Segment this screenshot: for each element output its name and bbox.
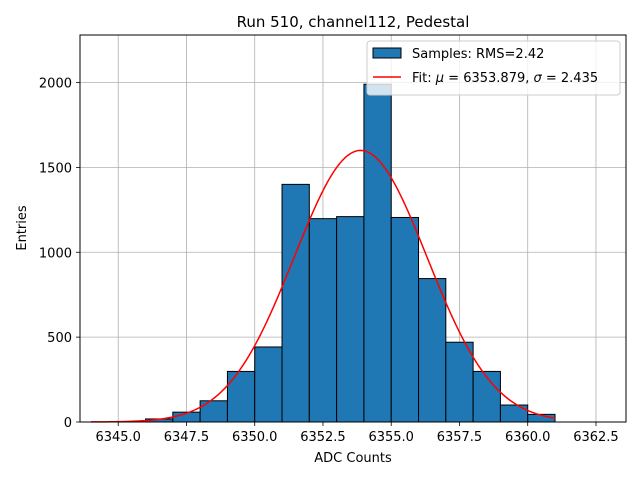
histogram-bar	[254, 346, 283, 423]
x-tick-label: 6357.5	[437, 430, 483, 445]
x-tick-label: 6355.0	[368, 430, 414, 445]
y-tick-label: 1500	[39, 161, 72, 176]
legend-fit-label: Fit: μ = 6353.879, σ = 2.435	[412, 71, 598, 86]
histogram-bar	[418, 278, 447, 423]
histogram-bar	[336, 216, 365, 423]
y-tick-label: 1000	[39, 246, 72, 261]
x-axis-label: ADC Counts	[314, 451, 392, 466]
legend: Samples: RMS=2.42 Fit: μ = 6353.879, σ =…	[366, 40, 621, 96]
histogram-bar	[363, 83, 392, 423]
histogram-bar	[445, 341, 474, 423]
legend-box	[366, 40, 621, 96]
y-tick-label: 500	[47, 331, 72, 346]
histogram-bar	[308, 218, 338, 423]
legend-fit-sigma-value: = 2.435	[542, 71, 598, 86]
y-tick-label: 2000	[39, 77, 72, 92]
chart-title: Run 510, channel112, Pedestal	[237, 13, 470, 31]
y-axis-ticks: 0 500 1000 1500 2000	[39, 77, 80, 431]
x-tick-label: 6352.5	[300, 430, 346, 445]
plot-frame	[79, 34, 627, 423]
y-tick-label: 0	[64, 416, 72, 431]
x-tick-label: 6347.5	[164, 430, 210, 445]
legend-histogram-label: Samples: RMS=2.42	[412, 47, 544, 62]
x-tick-label: 6362.5	[573, 430, 619, 445]
histogram-bar	[226, 370, 256, 423]
legend-fit-sigma-symbol: σ	[534, 71, 543, 86]
fit-curve-group	[90, 149, 556, 423]
histogram-bar	[390, 216, 420, 423]
x-tick-label: 6345.0	[95, 430, 141, 445]
histogram-bars	[145, 83, 556, 423]
legend-histogram-swatch	[372, 47, 402, 59]
x-tick-label: 6360.0	[505, 430, 551, 445]
histogram-bar	[472, 370, 501, 423]
x-axis-ticks: 6345.0 6347.5 6350.0 6352.5 6355.0 6357.5 6360…	[95, 422, 619, 445]
y-axis-label: Entries	[15, 205, 30, 251]
histogram-bar	[499, 404, 529, 423]
histogram-bar	[281, 183, 310, 423]
histogram-bar	[199, 400, 228, 423]
legend-fit-mu-value: = 6353.879,	[444, 71, 533, 86]
legend-fit-prefix: Fit:	[412, 71, 436, 86]
x-tick-label: 6350.0	[232, 430, 278, 445]
fit-curve	[90, 149, 556, 423]
legend-fit-mu-symbol: μ	[435, 71, 444, 86]
